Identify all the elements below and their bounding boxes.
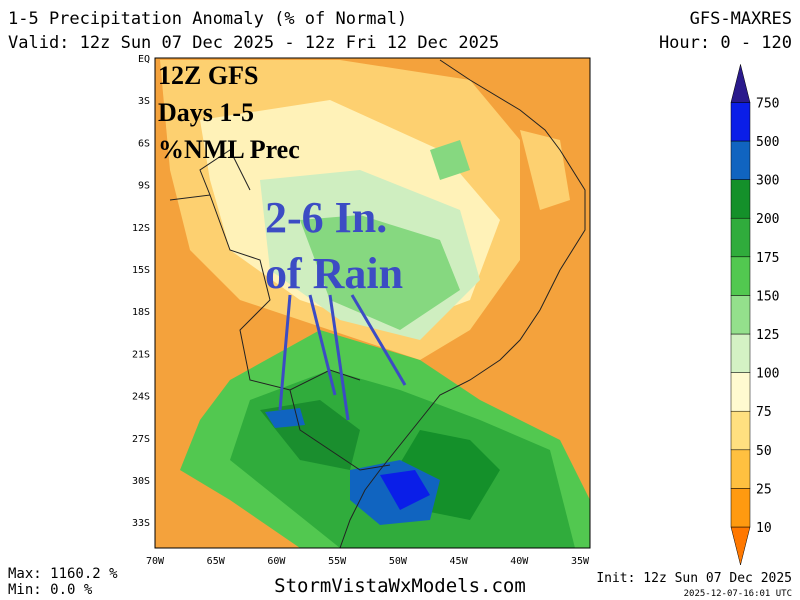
title: 1-5 Precipitation Anomaly (% of Normal) bbox=[8, 9, 407, 29]
annotation: of Rain bbox=[265, 249, 403, 298]
colorbar-label: 125 bbox=[756, 328, 779, 343]
stamp: 2025-12-07-16:01 UTC bbox=[684, 589, 792, 599]
colorbar-segment bbox=[730, 449, 751, 489]
lat-label: 15S bbox=[132, 265, 150, 276]
lat-label: 6S bbox=[138, 138, 150, 149]
colorbar-label: 100 bbox=[756, 367, 779, 382]
colorbar-segment bbox=[730, 179, 751, 219]
lon-label: 70W bbox=[146, 556, 165, 567]
lat-label: 24S bbox=[132, 392, 150, 403]
colorbar-label: 50 bbox=[756, 444, 772, 459]
lon-label: 65W bbox=[207, 556, 226, 567]
colorbar-label: 10 bbox=[756, 521, 772, 536]
lat-label: 12S bbox=[132, 223, 150, 234]
site: StormVistaWxModels.com bbox=[274, 575, 526, 597]
lon-label: 40W bbox=[510, 556, 529, 567]
lat-label: 27S bbox=[132, 434, 150, 445]
colorbar-label: 150 bbox=[756, 289, 779, 304]
lon-label: 60W bbox=[267, 556, 286, 567]
lat-labels: EQ 3S 6S 9S 12S 15S 18S 21S 24S 27S 30S 33S bbox=[132, 54, 150, 529]
lat-label: 9S bbox=[138, 181, 150, 192]
colorbar-segment bbox=[730, 526, 751, 566]
colorbar-segment bbox=[730, 295, 751, 335]
lat-label: 21S bbox=[132, 349, 150, 360]
overlay-line: %NML Prec bbox=[158, 135, 300, 164]
colorbar-label: 750 bbox=[756, 96, 779, 111]
min: Min: 0.0 % bbox=[8, 582, 93, 598]
colorbar-segment bbox=[730, 64, 751, 103]
init: Init: 12z Sun 07 Dec 2025 bbox=[596, 571, 792, 586]
lon-label: 45W bbox=[450, 556, 469, 567]
colorbar-segment bbox=[730, 140, 751, 180]
lon-label: 50W bbox=[389, 556, 408, 567]
max: Max: 1160.2 % bbox=[8, 566, 118, 582]
colorbar-label: 200 bbox=[756, 212, 779, 227]
valid: Valid: 12z Sun 07 Dec 2025 - 12z Fri 12 … bbox=[8, 33, 499, 53]
colorbar-segment bbox=[730, 217, 751, 258]
lat-label: 33S bbox=[132, 518, 150, 529]
colorbar-label: 175 bbox=[756, 251, 779, 266]
colorbar: 10 25 50 75 100 125 150 175 200 300 500 750 bbox=[730, 64, 779, 566]
colorbar-segment bbox=[730, 410, 751, 451]
model: GFS-MAXRES bbox=[690, 9, 792, 29]
colorbar-label: 500 bbox=[756, 135, 779, 150]
overlay-line: 12Z GFS bbox=[158, 61, 258, 90]
colorbar-segment bbox=[730, 333, 751, 373]
lon-label: 55W bbox=[328, 556, 347, 567]
colorbar-segment bbox=[730, 256, 751, 296]
map bbox=[154, 57, 591, 549]
lon-label: 35W bbox=[571, 556, 590, 567]
map-frame bbox=[154, 57, 591, 549]
lat-label: 18S bbox=[132, 307, 150, 318]
lat-label: EQ bbox=[138, 54, 150, 65]
colorbar-label: 75 bbox=[756, 405, 772, 420]
colorbar-segment bbox=[730, 488, 751, 528]
annotation-arrows bbox=[278, 294, 407, 421]
colorbar-label: 300 bbox=[756, 174, 779, 189]
overlay-line: Days 1-5 bbox=[158, 98, 254, 127]
lat-label: 3S bbox=[138, 96, 150, 107]
lat-label: 30S bbox=[132, 476, 150, 487]
lon-labels: 70W 65W 60W 55W 50W 45W 40W 35W bbox=[146, 556, 590, 567]
hour: Hour: 0 - 120 bbox=[659, 33, 792, 53]
colorbar-segment bbox=[730, 102, 751, 142]
colorbar-segment bbox=[730, 372, 751, 412]
colorbar-label: 25 bbox=[756, 482, 772, 497]
annotation: 2-6 In. bbox=[265, 193, 387, 242]
